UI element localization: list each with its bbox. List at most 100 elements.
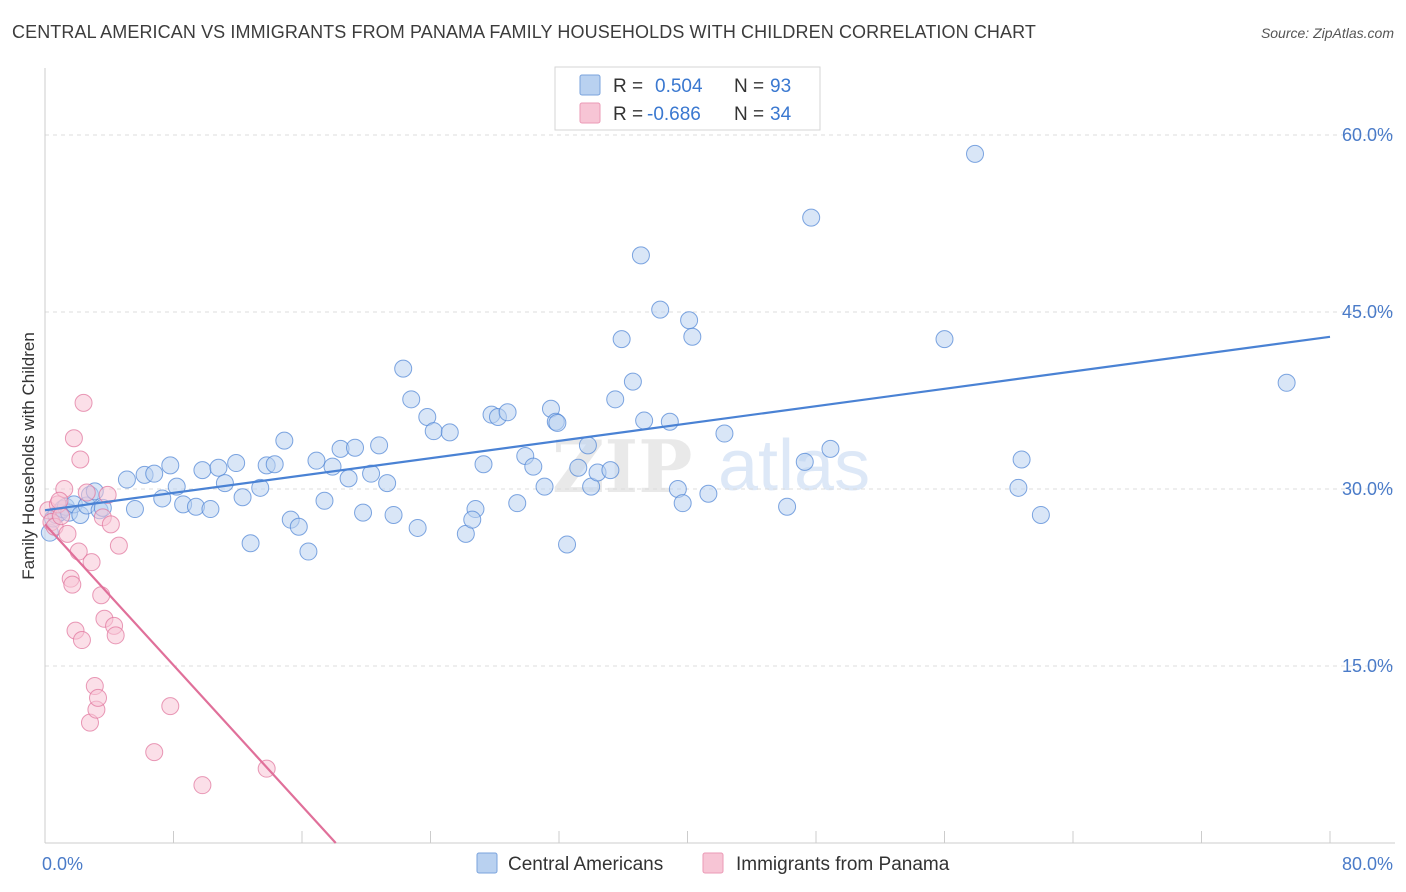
data-point (673, 494, 692, 513)
data-point (106, 626, 125, 645)
data-point (265, 455, 284, 474)
data-point (58, 524, 77, 543)
data-point (612, 330, 631, 349)
stats-legend: R = 0.504 N = 93 R = -0.686 N = 34 (554, 66, 821, 131)
data-point (193, 461, 212, 480)
legend-swatch-immigrants-from-panama (702, 852, 724, 874)
data-point (193, 776, 212, 795)
data-point (153, 489, 172, 508)
data-point (89, 688, 108, 707)
y-tick-label: 45.0% (1342, 302, 1393, 322)
data-point (548, 413, 567, 432)
axes (44, 68, 1395, 844)
watermark-atlas: atlas (718, 426, 870, 506)
data-point (72, 631, 91, 650)
data-point (215, 474, 234, 493)
data-point (299, 542, 318, 561)
data-point (315, 491, 334, 510)
stats-legend-swatch-blue (579, 74, 601, 96)
x-tick-label: 80.0% (1342, 854, 1393, 874)
data-point (161, 456, 180, 475)
data-point (63, 575, 82, 594)
data-point (289, 517, 308, 536)
y-tick-labels: 15.0% 30.0% 45.0% 60.0% (1342, 125, 1393, 676)
gridlines (45, 134, 1395, 667)
stats-legend-r-label: R = (613, 76, 643, 97)
x-tick-labels: 0.0% 80.0% (42, 854, 1393, 874)
data-point (209, 458, 228, 477)
data-point (821, 439, 840, 458)
data-point (125, 500, 144, 519)
data-point (82, 553, 101, 572)
stats-legend-r-value: -0.686 (647, 104, 701, 125)
data-point (1012, 450, 1031, 469)
data-point (117, 470, 136, 489)
data-point (92, 586, 111, 605)
data-point (354, 503, 373, 522)
legend-label-immigrants-from-panama: Immigrants from Panama (736, 854, 950, 875)
y-tick-label: 30.0% (1342, 479, 1393, 499)
data-point (275, 431, 294, 450)
data-point (1277, 373, 1296, 392)
data-point (535, 477, 554, 496)
y-axis-title: Family Households with Children (19, 332, 38, 580)
data-point (408, 518, 427, 537)
data-point (498, 403, 517, 422)
legend-label-central-americans: Central Americans (508, 854, 663, 875)
data-point (508, 494, 527, 513)
data-point (251, 478, 270, 497)
data-point (524, 457, 543, 476)
data-point (683, 327, 702, 346)
data-point (227, 454, 246, 473)
y-tick-label: 60.0% (1342, 125, 1393, 145)
chart-title: CENTRAL AMERICAN VS IMMIGRANTS FROM PANA… (12, 22, 1036, 42)
data-point (241, 534, 260, 553)
data-point (384, 505, 403, 524)
stats-legend-n-label: N = (734, 76, 764, 97)
trend-lines (44, 335, 1331, 844)
data-point (680, 311, 699, 330)
stats-legend-n-label: N = (734, 104, 764, 125)
data-point (1009, 478, 1028, 497)
data-point (71, 450, 90, 469)
legend-swatch-central-americans (476, 852, 498, 874)
data-point (101, 515, 120, 534)
series-central-americans (40, 144, 1296, 561)
series-immigrants-from-panama (39, 393, 276, 795)
data-point (715, 424, 734, 443)
data-point (474, 455, 493, 474)
data-point (558, 535, 577, 554)
trend-line-central-americans (44, 335, 1331, 512)
trend-line-immigrants-from-panama (44, 523, 337, 844)
data-point (52, 507, 71, 526)
data-point (606, 390, 625, 409)
data-point (1031, 505, 1050, 524)
data-point (569, 458, 588, 477)
stats-legend-n-value: 93 (770, 76, 791, 97)
data-point (623, 372, 642, 391)
data-point (346, 438, 365, 457)
data-point (935, 330, 954, 349)
data-point (98, 485, 117, 504)
series-legend: Central Americans Immigrants from Panama (476, 852, 950, 875)
data-point (201, 500, 220, 519)
data-point (339, 469, 358, 488)
data-point (394, 359, 413, 378)
data-point (233, 488, 252, 507)
data-point (424, 422, 443, 441)
stats-legend-swatch-pink (579, 102, 601, 124)
data-point (699, 484, 718, 503)
data-point (778, 497, 797, 516)
data-point (795, 452, 814, 471)
data-point (64, 429, 83, 448)
data-point (307, 451, 326, 470)
data-point (77, 483, 96, 502)
y-tick-label: 15.0% (1342, 656, 1393, 676)
data-point (966, 144, 985, 163)
data-point (109, 536, 128, 555)
data-point (631, 246, 650, 265)
data-point (145, 464, 164, 483)
data-point (402, 390, 421, 409)
data-point (635, 411, 654, 430)
